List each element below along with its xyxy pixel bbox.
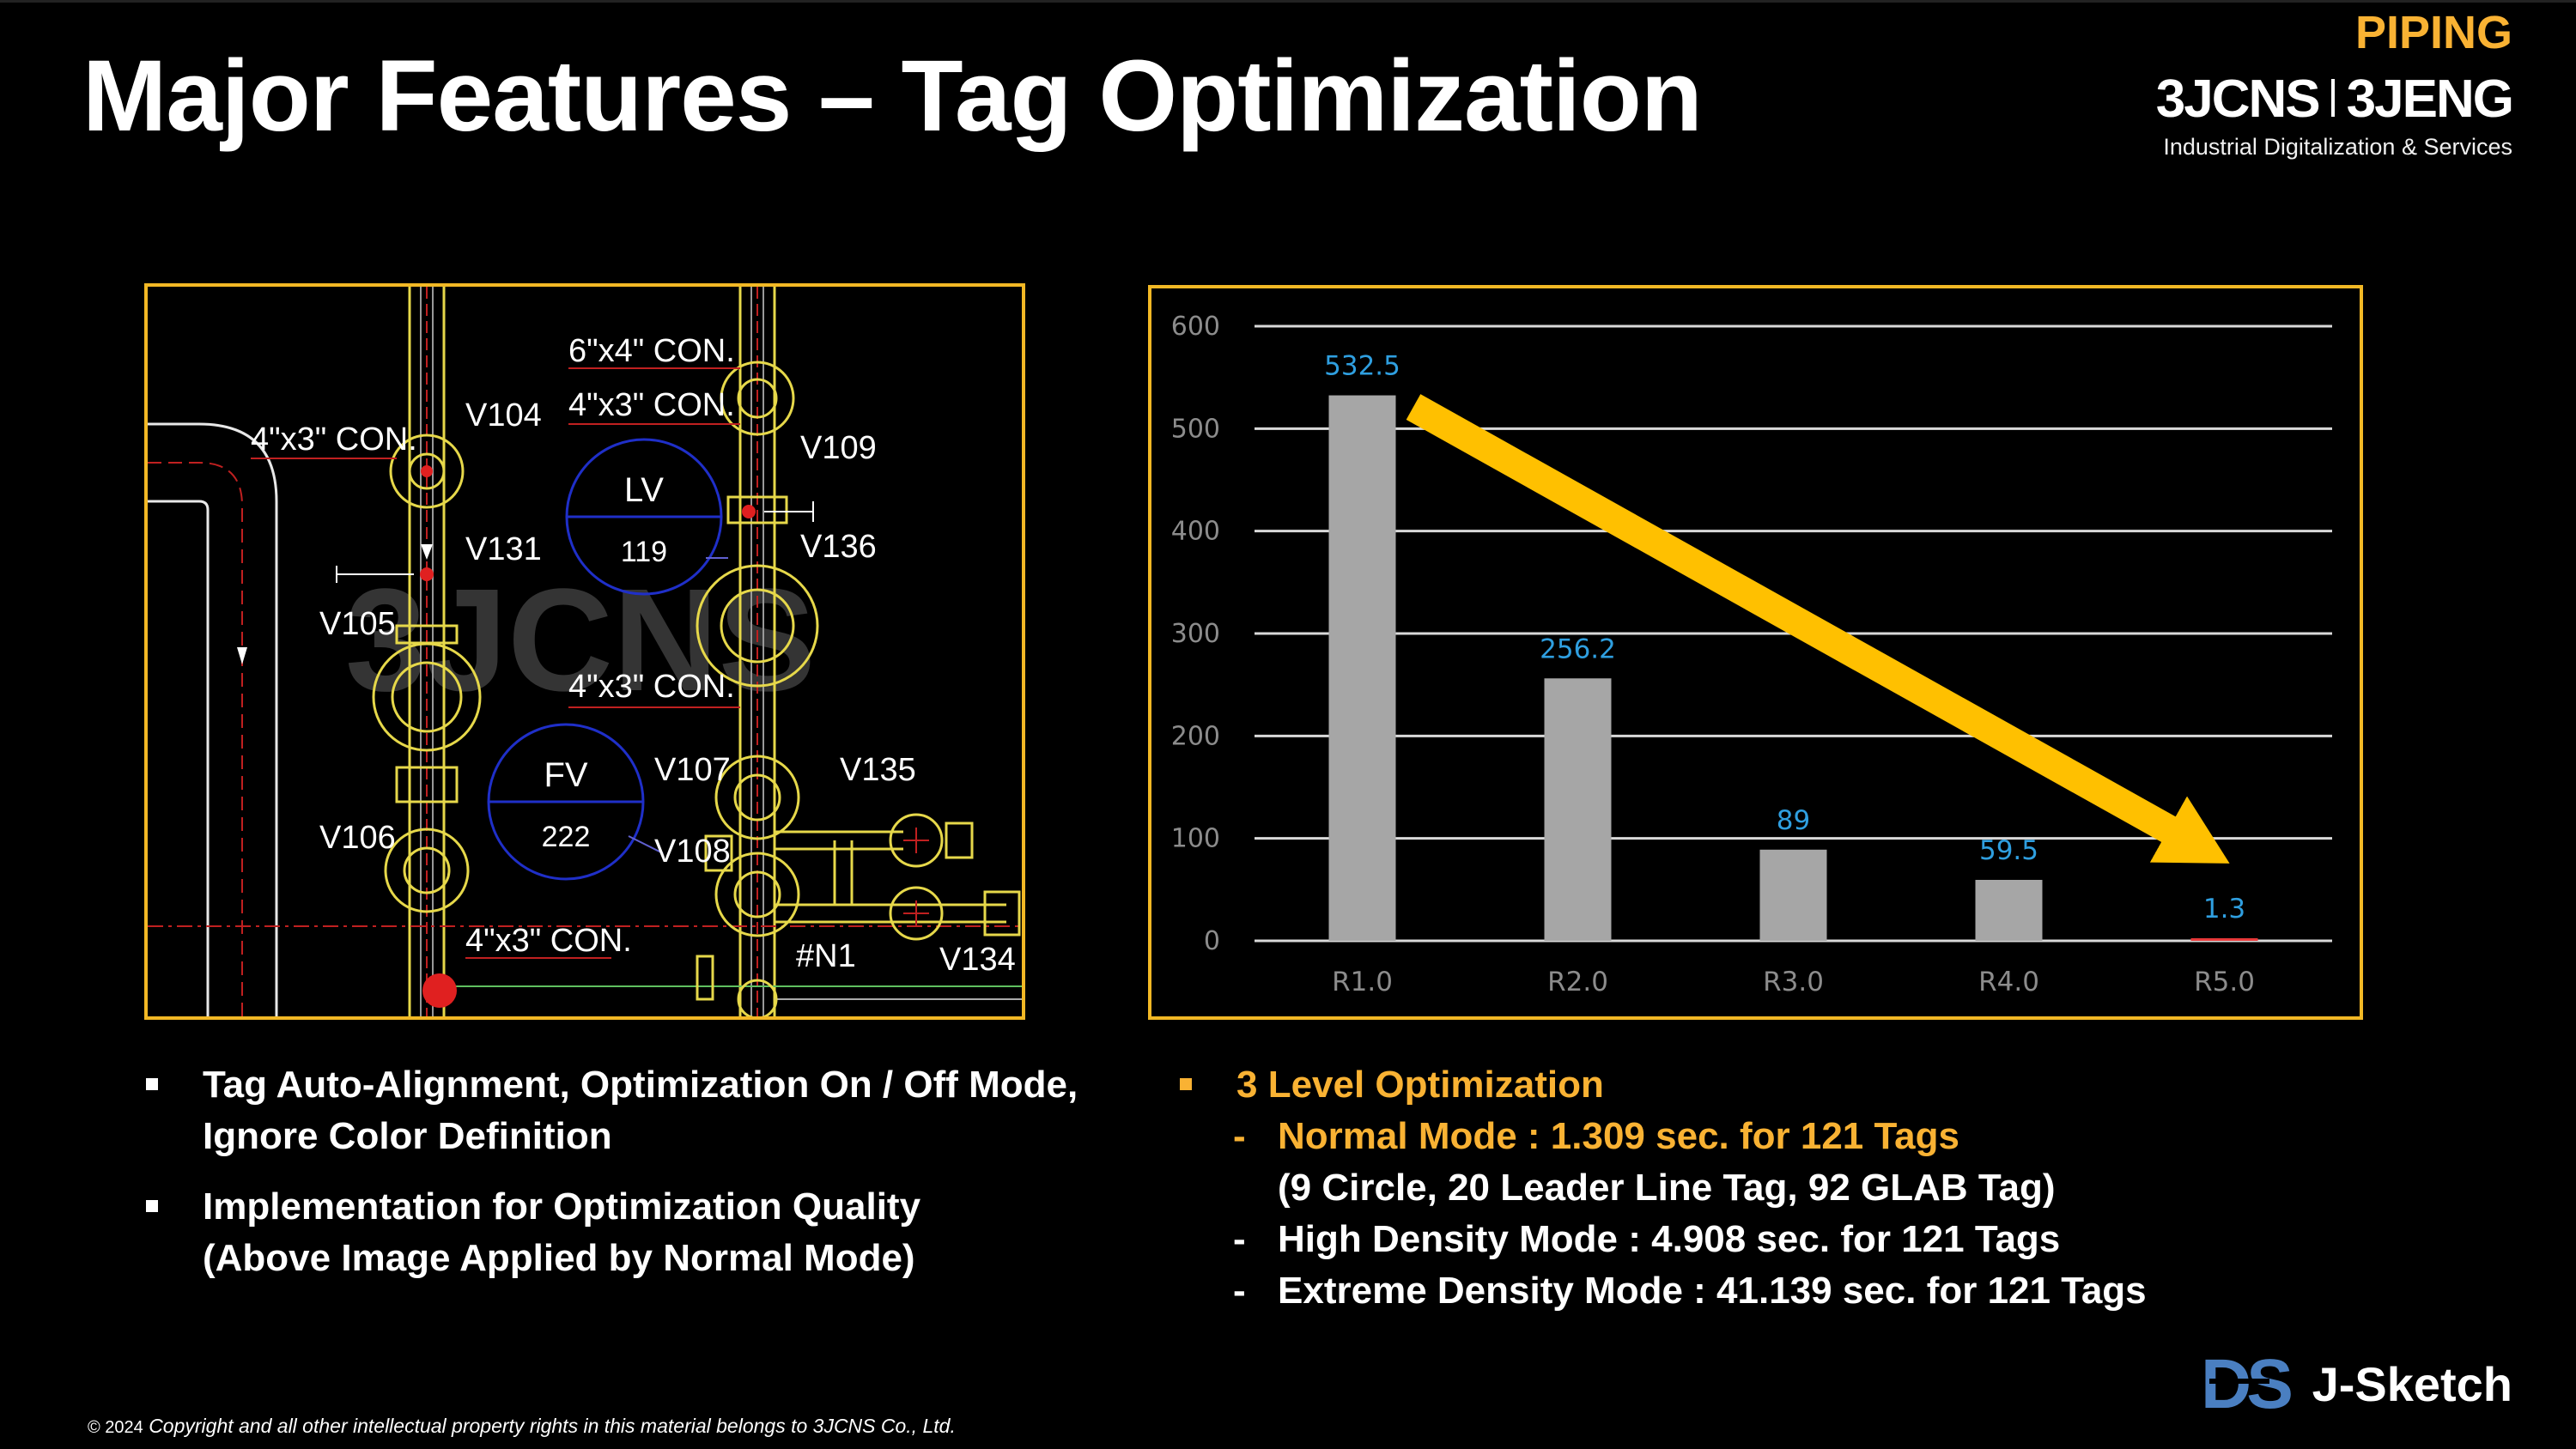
tag-lv-number: 119 xyxy=(621,536,667,568)
x-tick-label: R3.0 xyxy=(1763,967,1824,997)
bullet-line: Ignore Color Definition xyxy=(203,1115,612,1157)
pid-drawing-panel: 3JCNS xyxy=(144,283,1025,1020)
list-item-normal-mode: - Normal Mode : 1.309 sec. for 121 Tags xyxy=(1178,1111,2294,1162)
y-tick-label: 300 xyxy=(1171,619,1220,649)
y-tick-label: 400 xyxy=(1171,517,1220,547)
tag-fv-label: FV xyxy=(544,756,587,794)
product-name: J-Sketch xyxy=(2312,1356,2512,1411)
normal-mode-detail: (9 Circle, 20 Leader Line Tag, 92 GLAB T… xyxy=(1278,1167,2056,1209)
copyright-text: Copyright and all other intellectual pro… xyxy=(149,1415,956,1437)
brand-right: 3JENG xyxy=(2346,70,2514,129)
list-item: Tag Auto-Alignment, Optimization On / Of… xyxy=(144,1059,1089,1162)
list-item-high-density: - High Density Mode : 4.908 sec. for 121… xyxy=(1178,1214,2294,1265)
normal-mode-text: Normal Mode : 1.309 sec. for 121 Tags xyxy=(1278,1115,1959,1157)
extreme-density-text: Extreme Density Mode : 41.139 sec. for 1… xyxy=(1278,1270,2147,1312)
tag-v107: V107 xyxy=(654,752,731,788)
bar-r2-0 xyxy=(1544,678,1612,941)
list-item: Implementation for Optimization Quality … xyxy=(144,1181,1089,1284)
instrument-bubbles xyxy=(487,438,723,881)
dash-marker: - xyxy=(1233,1218,1246,1260)
flow-arrow-icon xyxy=(237,647,247,664)
y-tick-label: 600 xyxy=(1171,312,1220,342)
tag-con-4x3-left: 4"x3" CON. xyxy=(251,421,417,458)
tag-con-4x3-mid: 4"x3" CON. xyxy=(568,669,735,705)
y-tick-label: 0 xyxy=(1204,926,1220,956)
bar-r3-0 xyxy=(1759,849,1827,941)
bullet-icon xyxy=(146,1200,158,1212)
pid-drawing: 3JCNS xyxy=(148,287,1022,1016)
j-sketch-logo-icon: DS xyxy=(2201,1353,2295,1415)
category-label: PIPING xyxy=(2354,7,2512,58)
pipe-line-a xyxy=(408,287,446,1016)
right-optimization-list: 3 Level Optimization - Normal Mode : 1.3… xyxy=(1178,1059,2294,1317)
bar-r4-0 xyxy=(1975,879,2043,941)
tag-v134: V134 xyxy=(939,942,1016,978)
dash-marker: - xyxy=(1233,1270,1246,1312)
tag-v135: V135 xyxy=(840,752,916,788)
top-border-line xyxy=(0,0,2576,3)
x-tick-label: R4.0 xyxy=(1978,967,2039,997)
elbow-pipe xyxy=(148,422,278,1016)
tag-v105: V105 xyxy=(319,606,396,642)
watermark-text: 3JCNS xyxy=(345,559,816,722)
data-label: 59.5 xyxy=(1979,835,2038,866)
valve-marker-red xyxy=(422,973,457,1008)
tag-v108: V108 xyxy=(654,834,731,870)
copyright-notice: © 2024 Copyright and all other intellect… xyxy=(88,1415,956,1438)
trend-arrow-icon xyxy=(1406,394,2230,864)
drawing-tags: 6"x4" CON. 4"x3" CON. 4"x3" CON. V104 V1… xyxy=(251,333,1016,978)
x-tick-label: R5.0 xyxy=(2194,967,2255,997)
tag-v136: V136 xyxy=(800,529,877,565)
bullet-line: (Above Image Applied by Normal Mode) xyxy=(203,1237,915,1279)
list-item-heading: 3 Level Optimization xyxy=(1178,1059,2294,1111)
tag-con-4x3-bottom: 4"x3" CON. xyxy=(465,923,632,959)
tag-v131: V131 xyxy=(465,531,542,567)
dash-marker: - xyxy=(1233,1115,1246,1157)
brand-left: 3JCNS xyxy=(2155,70,2321,129)
company-brand: 3JCNS 3JENG Industrial Digitalization & S… xyxy=(2155,70,2514,161)
y-tick-label: 500 xyxy=(1171,414,1220,444)
leader-lines xyxy=(251,367,740,959)
tag-v106: V106 xyxy=(319,820,396,856)
y-tick-label: 100 xyxy=(1171,824,1220,854)
brand-tagline: Industrial Digitalization & Services xyxy=(2163,134,2512,161)
bullet-icon xyxy=(1180,1078,1192,1090)
page-title: Major Features – Tag Optimization xyxy=(82,39,1703,153)
x-tick-label: R2.0 xyxy=(1547,967,1608,997)
bullet-line: Tag Auto-Alignment, Optimization On / Of… xyxy=(203,1064,1078,1106)
data-label: 532.5 xyxy=(1324,351,1400,382)
tag-lv-label: LV xyxy=(624,471,664,509)
tag-fv-number: 222 xyxy=(542,821,591,853)
valves-pipe-b xyxy=(696,361,819,1016)
tag-n1: #N1 xyxy=(796,938,856,974)
bar-r1-0 xyxy=(1328,395,1396,941)
data-label: 89 xyxy=(1777,805,1810,836)
product-brand: DS J-Sketch xyxy=(2201,1353,2512,1415)
valves-pipe-a xyxy=(372,433,482,913)
bullet-icon xyxy=(146,1078,158,1090)
y-tick-label: 200 xyxy=(1171,721,1220,751)
list-item-extreme-density: - Extreme Density Mode : 41.139 sec. for… xyxy=(1178,1265,2294,1317)
bullet-line: Implementation for Optimization Quality xyxy=(203,1185,921,1228)
bar-chart: 0 100 200 300 400 500 600 532.5 R1.0 256.2 R2.0 89 R… xyxy=(1171,312,2332,997)
x-tick-label: R1.0 xyxy=(1332,967,1393,997)
tag-con-6x4: 6"x4" CON. xyxy=(568,333,735,369)
tag-v109: V109 xyxy=(800,430,877,466)
data-label: 256.2 xyxy=(1540,634,1616,664)
company-logo: 3JCNS 3JENG xyxy=(2155,70,2514,129)
branch-valves xyxy=(775,813,1021,941)
high-density-text: High Density Mode : 4.908 sec. for 121 T… xyxy=(1278,1218,2061,1260)
brand-separator xyxy=(2330,79,2335,117)
data-label: 1.3 xyxy=(2203,894,2245,925)
tag-v104: V104 xyxy=(465,397,542,433)
chart-panel: 0 100 200 300 400 500 600 532.5 R1.0 256.2 R2.0 89 R… xyxy=(1148,285,2363,1020)
optimization-heading: 3 Level Optimization xyxy=(1236,1064,1604,1106)
tag-con-4x3-top: 4"x3" CON. xyxy=(568,387,735,423)
copyright-year: © 2024 xyxy=(88,1418,143,1437)
left-feature-list: Tag Auto-Alignment, Optimization On / Of… xyxy=(144,1059,1089,1303)
bar-r5-0 xyxy=(2190,938,2258,941)
